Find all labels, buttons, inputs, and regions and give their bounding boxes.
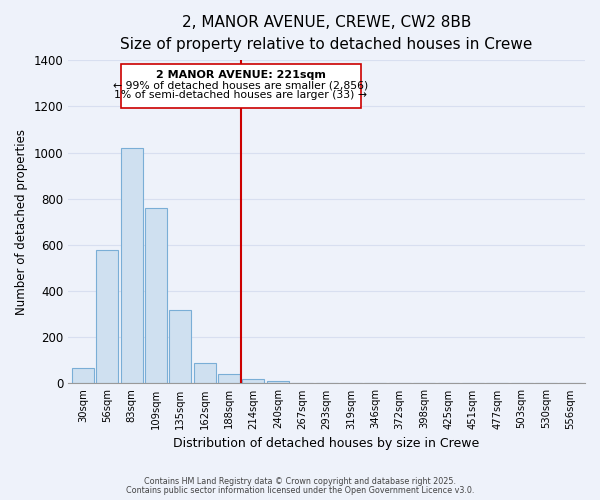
Text: ← 99% of detached houses are smaller (2,856): ← 99% of detached houses are smaller (2,… bbox=[113, 80, 368, 90]
Bar bbox=[145, 208, 167, 384]
Text: 2 MANOR AVENUE: 221sqm: 2 MANOR AVENUE: 221sqm bbox=[156, 70, 326, 80]
Bar bbox=[194, 362, 215, 384]
Text: Contains HM Land Registry data © Crown copyright and database right 2025.: Contains HM Land Registry data © Crown c… bbox=[144, 477, 456, 486]
Bar bbox=[169, 310, 191, 384]
Text: 1% of semi-detached houses are larger (33) →: 1% of semi-detached houses are larger (3… bbox=[114, 90, 367, 100]
Bar bbox=[267, 381, 289, 384]
Bar bbox=[242, 379, 265, 384]
Bar bbox=[121, 64, 361, 108]
Bar bbox=[121, 148, 143, 384]
Y-axis label: Number of detached properties: Number of detached properties bbox=[15, 129, 28, 315]
Text: Contains public sector information licensed under the Open Government Licence v3: Contains public sector information licen… bbox=[126, 486, 474, 495]
Bar bbox=[96, 250, 118, 384]
Bar bbox=[218, 374, 240, 384]
X-axis label: Distribution of detached houses by size in Crewe: Distribution of detached houses by size … bbox=[173, 437, 480, 450]
Title: 2, MANOR AVENUE, CREWE, CW2 8BB
Size of property relative to detached houses in : 2, MANOR AVENUE, CREWE, CW2 8BB Size of … bbox=[121, 15, 533, 52]
Bar bbox=[72, 368, 94, 384]
